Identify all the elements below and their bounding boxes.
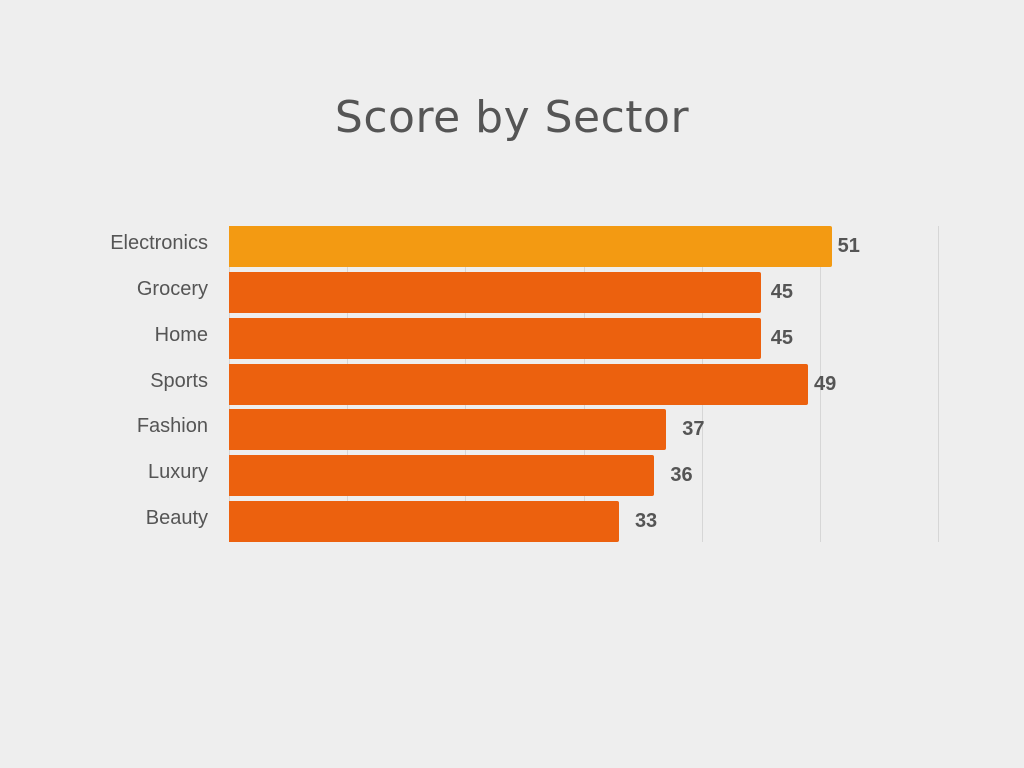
- bar-luxury[interactable]: [229, 455, 654, 496]
- data-label: 51: [837, 235, 860, 257]
- category-label: Electronics: [110, 232, 208, 254]
- bar-beauty[interactable]: [229, 501, 619, 542]
- category-label: Sports: [150, 370, 208, 392]
- category-label: Luxury: [147, 461, 208, 483]
- data-label: 36: [670, 464, 693, 486]
- bar-home[interactable]: [229, 318, 761, 359]
- bar-electronics[interactable]: [229, 226, 832, 267]
- bar-sports[interactable]: [229, 364, 808, 405]
- gridline: [938, 226, 939, 542]
- plot-area: 51 45 45 49 37 36 33: [229, 226, 939, 542]
- category-label: Fashion: [136, 415, 208, 437]
- category-label: Home: [154, 324, 208, 346]
- data-label: 45: [770, 281, 793, 303]
- category-label: Grocery: [136, 278, 208, 300]
- data-label: 45: [770, 327, 793, 349]
- category-label: Beauty: [145, 507, 208, 529]
- bar-fashion[interactable]: [229, 409, 666, 450]
- chart-title: Score by Sector: [334, 92, 690, 143]
- data-label: 37: [682, 418, 705, 440]
- bar-grocery[interactable]: [229, 272, 761, 313]
- gridline: [820, 226, 821, 542]
- data-label: 33: [634, 510, 658, 532]
- data-label: 49: [814, 373, 837, 395]
